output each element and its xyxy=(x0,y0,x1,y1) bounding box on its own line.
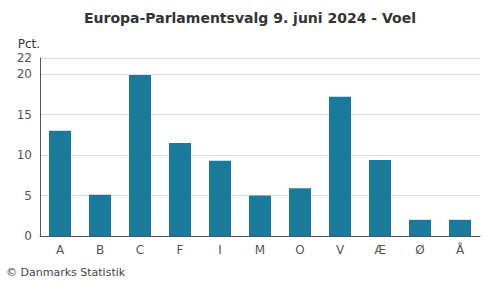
svg-text:Ø: Ø xyxy=(415,243,424,257)
svg-text:Europa-Parlamentsvalg 9. juni: Europa-Parlamentsvalg 9. juni 2024 - Voe… xyxy=(84,10,416,26)
svg-text:M: M xyxy=(255,243,265,257)
svg-text:5: 5 xyxy=(24,189,32,203)
svg-text:22: 22 xyxy=(17,51,32,65)
svg-text:Æ: Æ xyxy=(374,243,386,257)
svg-text:10: 10 xyxy=(17,148,32,162)
svg-text:C: C xyxy=(136,243,144,257)
svg-text:0: 0 xyxy=(24,229,32,243)
svg-text:A: A xyxy=(56,243,65,257)
svg-text:20: 20 xyxy=(17,67,32,81)
svg-text:© Danmarks Statistik: © Danmarks Statistik xyxy=(6,266,126,279)
svg-text:B: B xyxy=(96,243,104,257)
svg-text:V: V xyxy=(336,243,345,257)
svg-text:O: O xyxy=(295,243,304,257)
svg-text:Å: Å xyxy=(456,242,465,257)
svg-text:F: F xyxy=(177,243,184,257)
svg-text:15: 15 xyxy=(17,108,32,122)
svg-text:I: I xyxy=(218,243,222,257)
svg-text:Pct.: Pct. xyxy=(18,37,40,51)
